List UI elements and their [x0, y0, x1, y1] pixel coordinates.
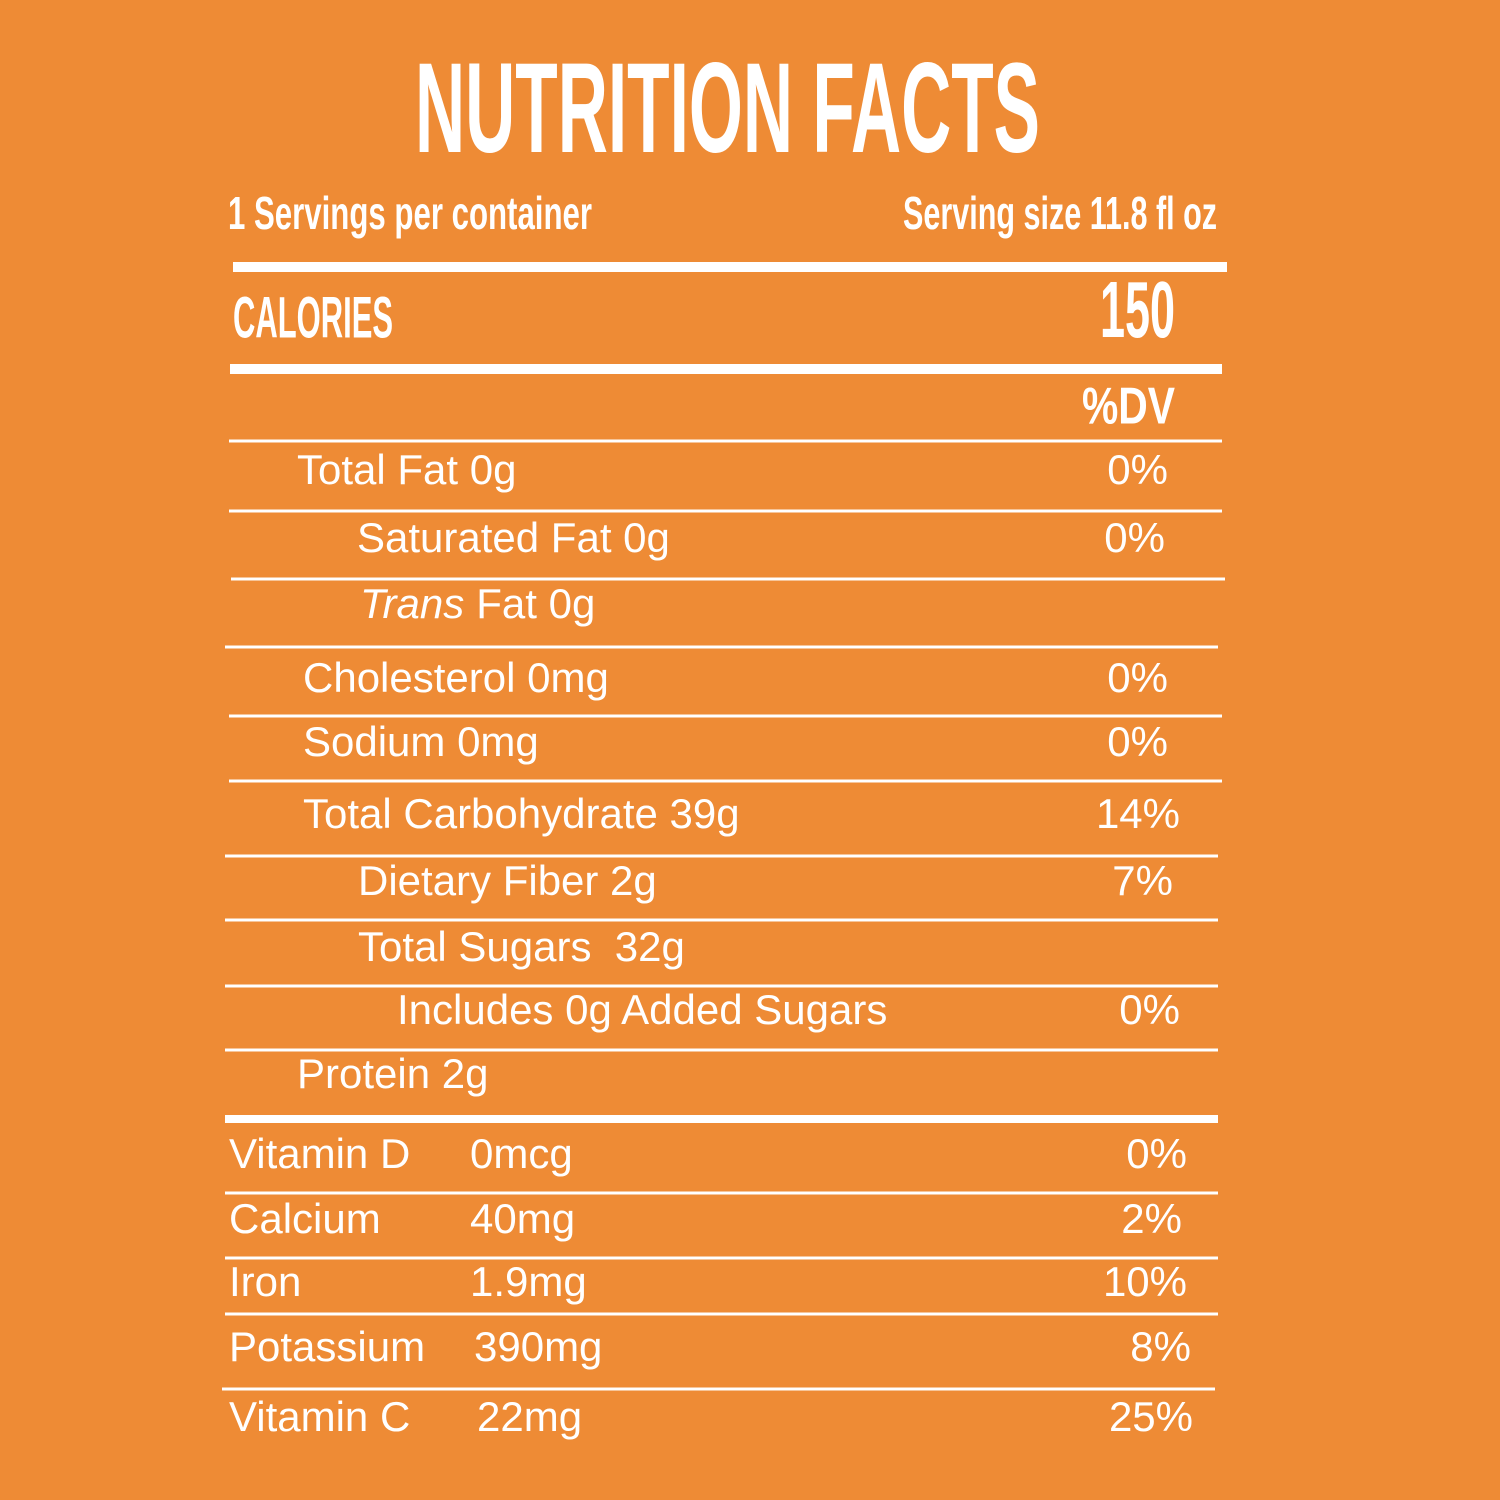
title: NUTRITION FACTS: [415, 37, 1040, 180]
nutrient-dv: 7%: [1112, 857, 1173, 904]
calories-value: 150: [1100, 265, 1175, 354]
dv-header: %DV: [1082, 378, 1175, 436]
nutrient-label: Includes 0g Added Sugars: [397, 986, 887, 1033]
nutrient-label: Trans Fat 0g: [360, 580, 595, 627]
nutrient-dv: 0%: [1107, 718, 1168, 765]
calories-label: CALORIES: [233, 285, 393, 350]
serving-size: Serving size 11.8 fl oz: [903, 187, 1217, 239]
vitamin-name: Vitamin D: [229, 1130, 410, 1177]
nutrient-dv: 0%: [1107, 654, 1168, 701]
nutrient-label: Total Fat 0g: [297, 446, 516, 493]
vitamin-dv: 10%: [1103, 1258, 1187, 1305]
vitamin-amount: 390mg: [474, 1323, 602, 1370]
vitamin-name: Vitamin C: [229, 1393, 410, 1440]
nutrient-label: Dietary Fiber 2g: [358, 857, 657, 904]
vitamin-amount: 0mcg: [470, 1130, 573, 1177]
nutrient-label: Total Carbohydrate 39g: [303, 790, 740, 837]
nutrient-dv: 0%: [1104, 514, 1165, 561]
nutrient-dv: 14%: [1096, 790, 1180, 837]
nutrient-label: Cholesterol 0mg: [303, 654, 609, 701]
servings: 1 Servings per container: [228, 187, 592, 239]
vitamin-name: Calcium: [229, 1195, 381, 1242]
vitamin-amount: 1.9mg: [470, 1258, 587, 1305]
nutrient-label: Saturated Fat 0g: [357, 514, 670, 561]
vitamin-dv: 25%: [1109, 1393, 1193, 1440]
vitamin-amount: 22mg: [477, 1393, 582, 1440]
vitamin-amount: 40mg: [470, 1195, 575, 1242]
nutrient-label-italic: Trans: [360, 580, 464, 627]
nutrient-dv: 0%: [1119, 986, 1180, 1033]
vitamin-dv: 8%: [1130, 1323, 1191, 1370]
nutrient-label: Total Sugars 32g: [358, 923, 685, 970]
vitamin-name: Iron: [229, 1258, 301, 1305]
vitamin-name: Potassium: [229, 1323, 425, 1370]
vitamin-dv: 0%: [1126, 1130, 1187, 1177]
rules: [222, 262, 1227, 1391]
nutrient-dv: 0%: [1107, 446, 1168, 493]
nutrient-label: Protein 2g: [297, 1050, 488, 1097]
nutrient-label-text: Fat 0g: [476, 580, 595, 627]
vitamin-dv: 2%: [1121, 1195, 1182, 1242]
nutrient-label: Sodium 0mg: [303, 718, 539, 765]
